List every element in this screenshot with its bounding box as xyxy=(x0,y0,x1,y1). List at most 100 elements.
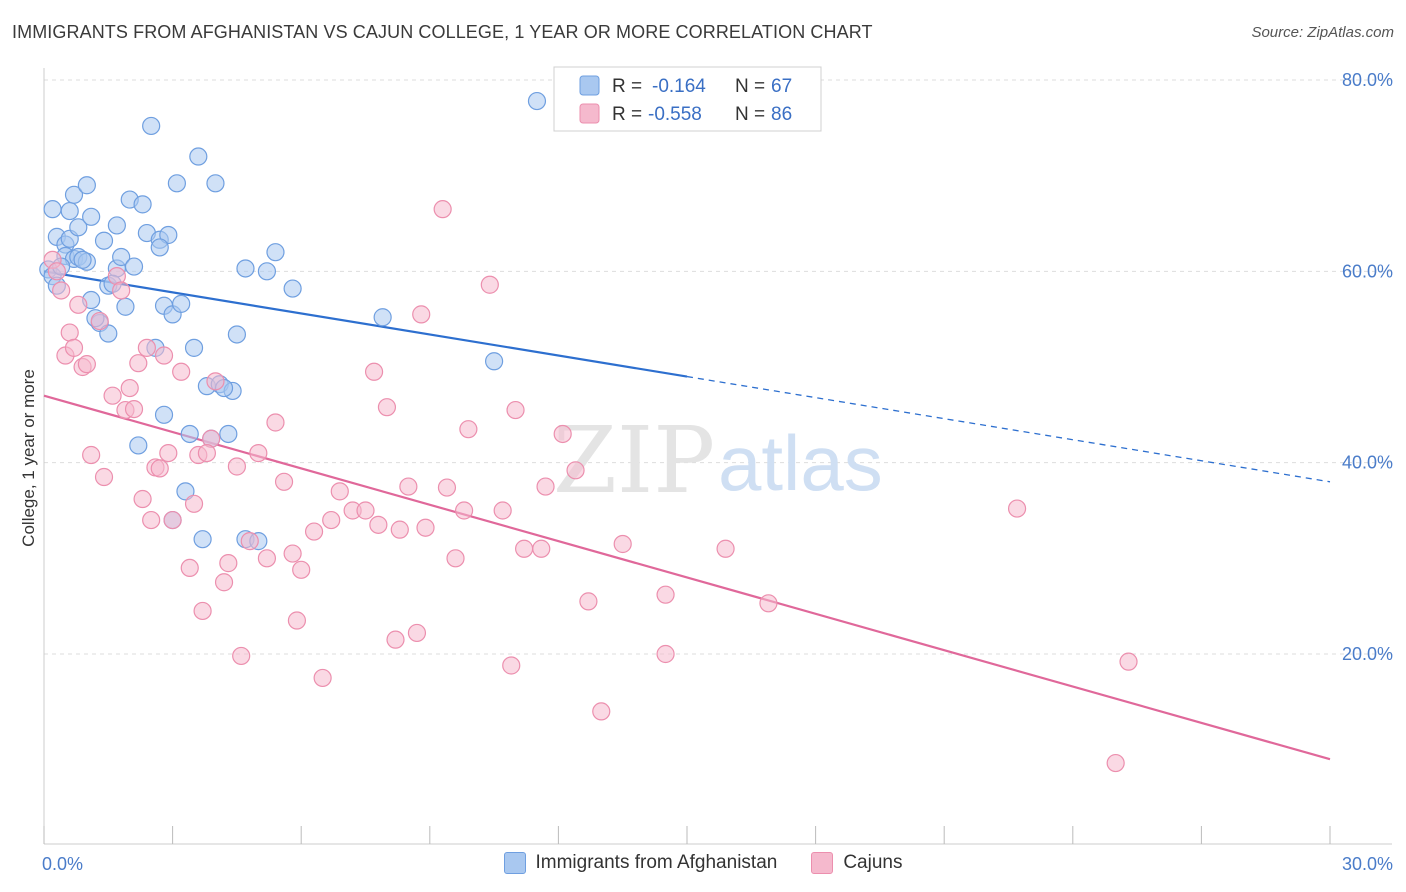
pink-point xyxy=(103,386,122,405)
pink-point xyxy=(112,281,131,300)
blue-point xyxy=(94,231,114,250)
blue-point xyxy=(219,424,238,444)
pink-point xyxy=(369,515,388,534)
legend-label-cajuns: Cajuns xyxy=(843,852,903,873)
pink-point xyxy=(592,702,611,721)
series-legend: Immigrants from Afghanistan Cajuns xyxy=(0,852,1406,874)
pink-point xyxy=(64,338,84,357)
pink-point xyxy=(493,501,512,520)
pink-point xyxy=(566,461,585,480)
pink-point xyxy=(292,560,311,579)
pink-point xyxy=(399,477,418,496)
blue-trend-line xyxy=(43,270,688,378)
source-label: Source: ZipAtlas.com xyxy=(1251,24,1394,41)
y-tick-label: 20.0% xyxy=(1342,644,1393,664)
pink-point xyxy=(249,444,268,463)
legend-pink-n-label: N = xyxy=(735,104,765,125)
blue-point xyxy=(107,216,126,235)
watermark-zip: ZIP xyxy=(553,407,715,514)
trend-lines xyxy=(43,270,1331,761)
legend-item-cajuns: Cajuns xyxy=(811,852,902,874)
pink-point xyxy=(364,362,384,381)
pink-point xyxy=(1007,499,1027,518)
pink-point xyxy=(90,311,109,331)
blue-point xyxy=(60,201,79,221)
pink-point xyxy=(433,200,452,219)
pink-point xyxy=(407,623,427,643)
y-tick-label: 80.0% xyxy=(1342,70,1393,90)
pink-point xyxy=(274,472,294,491)
pink-point xyxy=(159,444,178,463)
axes xyxy=(43,68,1392,845)
y-axis-label: College, 1 year or more xyxy=(19,369,38,547)
pink-point xyxy=(502,656,521,675)
pink-point xyxy=(313,668,332,688)
blue-point xyxy=(73,250,92,269)
blue-point xyxy=(236,259,255,278)
pink-point xyxy=(227,457,246,476)
blue-point xyxy=(172,294,191,313)
pink-point xyxy=(133,489,152,509)
pink-point xyxy=(553,424,572,444)
pink-point xyxy=(47,262,66,281)
pink-point xyxy=(150,459,169,478)
pink-point xyxy=(412,305,431,324)
pink-point xyxy=(377,398,397,417)
legend-blue-r-label: R = xyxy=(612,76,642,97)
legend-box: R = -0.164 N = 67 R = -0.558 N = 86 xyxy=(553,66,822,132)
pink-point xyxy=(356,501,375,520)
pink-point xyxy=(446,549,465,568)
pink-point xyxy=(197,444,216,463)
pink-point xyxy=(287,611,307,630)
pink-point xyxy=(193,601,212,621)
blue-point xyxy=(227,325,246,344)
blue-point xyxy=(133,195,152,214)
pink-point xyxy=(82,445,101,465)
blue-point xyxy=(167,174,186,193)
tick-labels: 20.0% 40.0% 60.0% 80.0% 0.0% 30.0% xyxy=(42,70,1393,874)
pink-point xyxy=(656,644,675,664)
blue-point xyxy=(373,308,392,327)
pink-point xyxy=(94,467,114,487)
blue-point xyxy=(283,279,302,298)
pink-point xyxy=(60,323,79,342)
pink-point xyxy=(390,520,409,539)
pink-point xyxy=(759,594,778,613)
blue-point xyxy=(176,482,195,501)
pink-point xyxy=(124,399,144,419)
gridlines xyxy=(44,79,1392,655)
blue-point xyxy=(99,324,118,343)
pink-point xyxy=(180,558,199,578)
blue-point xyxy=(184,338,204,357)
legend-swatch-afghanistan xyxy=(503,852,526,874)
pink-point xyxy=(613,534,632,554)
blue-point xyxy=(142,116,161,136)
blue-point xyxy=(154,405,174,424)
pink-point xyxy=(506,400,525,420)
blue-point xyxy=(43,200,62,219)
legend-pink-r-label: R = xyxy=(612,104,642,125)
chart-title: IMMIGRANTS FROM AFGHANISTAN VS CAJUN COL… xyxy=(12,22,873,42)
pink-point xyxy=(154,346,174,365)
pink-point xyxy=(330,482,349,501)
blue-point xyxy=(159,225,178,245)
blue-point xyxy=(77,176,96,195)
blue-point xyxy=(266,243,285,262)
pink-point xyxy=(129,354,148,373)
y-tick-label: 60.0% xyxy=(1342,261,1393,281)
blue-point xyxy=(180,424,199,444)
pink-point xyxy=(1106,753,1125,773)
legend-blue-n-label: N = xyxy=(735,76,765,97)
pink-point xyxy=(257,549,277,568)
blue-trend-extension xyxy=(686,375,1331,483)
pink-point xyxy=(416,518,435,537)
legend-swatch-blue xyxy=(579,75,600,96)
legend-pink-n-value: 86 xyxy=(771,104,792,125)
pink-point xyxy=(716,539,735,558)
blue-point xyxy=(69,218,88,237)
pink-point xyxy=(69,295,88,314)
pink-point xyxy=(206,372,225,391)
legend-blue-r-value: -0.164 xyxy=(652,76,706,97)
blue-point xyxy=(112,247,131,267)
